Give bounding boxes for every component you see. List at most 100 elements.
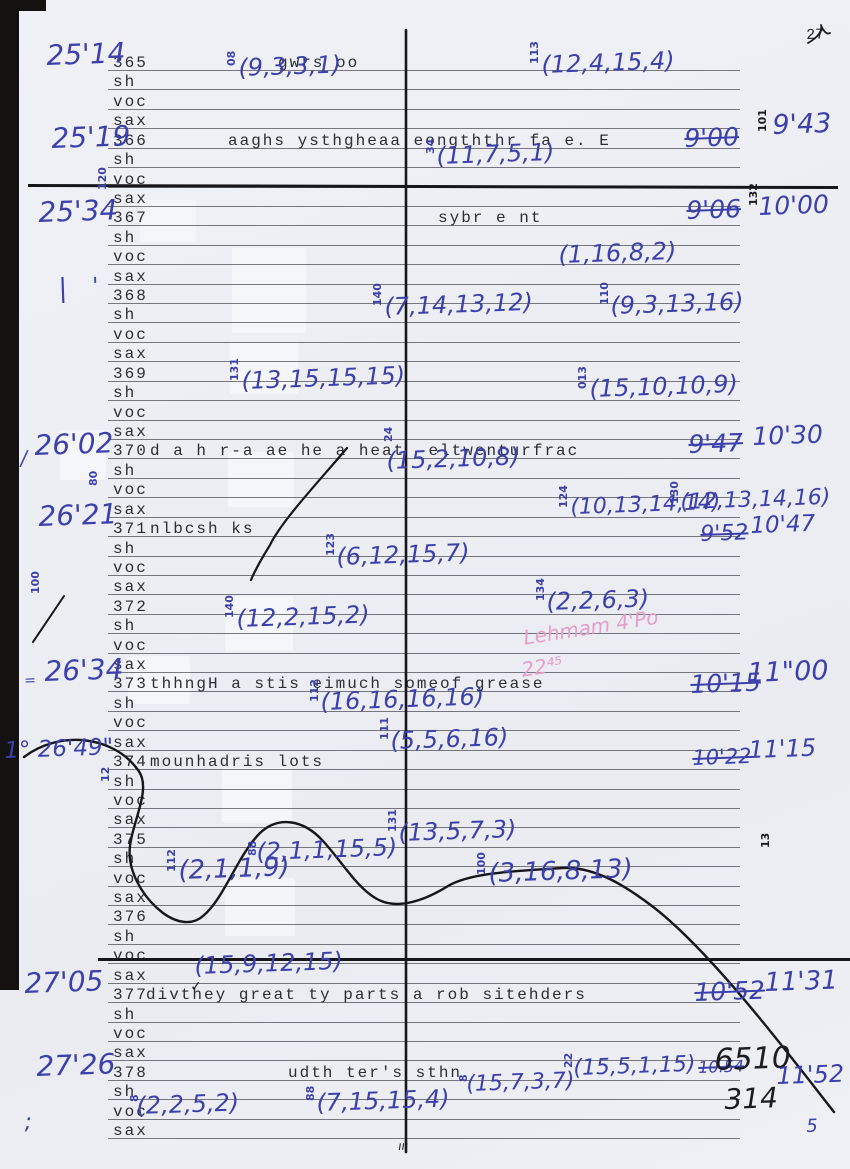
ann-counter: 88: [304, 1085, 317, 1101]
track-line: sh: [108, 226, 740, 247]
ann-counter: 88: [246, 840, 259, 856]
track-line: sax: [108, 342, 740, 364]
ann-time-right-old: 9'00: [683, 122, 740, 153]
ann-counter: 140: [371, 283, 384, 306]
ann-time-right-new: 9'43: [771, 107, 832, 141]
track-label: sax: [113, 500, 148, 519]
ann-counter: 8: [128, 1094, 141, 1102]
ann-mark: =: [23, 672, 37, 689]
record-line: 366 aaghs ysthgheaa eongththr fa e. E: [108, 129, 740, 150]
ann-pink-note: 22⁴⁵: [519, 651, 565, 682]
track-label: sax: [113, 1122, 148, 1141]
ann-mark: ııı: [397, 1138, 409, 1153]
record-title: sybr e nt: [438, 209, 543, 228]
ann-counter: 111: [378, 717, 391, 740]
record-number: 367: [113, 209, 148, 228]
ann-counter: 100: [475, 852, 488, 875]
track-label: voc: [113, 481, 148, 500]
track-line: sax: [108, 109, 740, 131]
ann-time-right-old: 9'47: [687, 428, 744, 459]
ann-tuple: (13,15,15,15): [240, 361, 406, 395]
track-line: voc: [108, 711, 740, 732]
ann-counter: 013: [576, 366, 589, 389]
ann-tuple: (7,15,15,4): [315, 1084, 451, 1117]
track-line: sh: [108, 148, 740, 170]
track-label: sh: [113, 461, 137, 480]
ann-time-left: 1° 26'49": [3, 734, 114, 764]
track-line: sh: [108, 381, 740, 403]
ann-time-right-old: 9'06: [685, 194, 742, 225]
ann-tuple: (3,16,8,13): [487, 853, 634, 889]
record-line: 372: [108, 595, 740, 616]
ann-time-left: 25'14: [45, 36, 126, 72]
track-line: sax: [108, 420, 740, 441]
track-label: sax: [113, 112, 148, 131]
ann-counter: 101: [756, 109, 769, 132]
track-line: sh: [108, 459, 740, 480]
ann-time-right-new: 11'15: [747, 733, 817, 764]
ann-tuple: (15,2,10,8): [385, 442, 521, 475]
record-number: 369: [113, 364, 148, 383]
record-title: gwrs oo: [278, 54, 360, 72]
record-number: 370: [113, 442, 148, 461]
ann-time-right-new: 11'31: [763, 965, 839, 998]
track-label: voc: [113, 636, 148, 655]
track-label: sh: [113, 73, 137, 92]
ann-counter: 34: [424, 138, 437, 154]
ann-tuple: (13,5,7,3): [397, 814, 517, 847]
record-number: 371: [113, 520, 148, 539]
record-line: 369: [108, 362, 740, 383]
ann-mark: ✓: [189, 978, 203, 995]
record-number: 365: [113, 54, 148, 72]
ann-time-left: 26'21: [37, 497, 118, 533]
record-number: 366: [113, 131, 148, 150]
record-line: 365 gwrs oo: [108, 51, 740, 72]
ann-counter: 131: [386, 809, 399, 832]
ann-tuple: (9,3,13,16): [609, 287, 745, 320]
ann-counter: 112: [165, 849, 178, 872]
ann-mark: ;: [23, 1109, 33, 1135]
ann-tuple: (12,13,14,16): [679, 484, 831, 515]
ann-counter: 113: [528, 41, 541, 64]
record-title: thhngH a stis eimuch someof grease: [150, 675, 545, 694]
track-label: sax: [113, 345, 148, 364]
ann-time-right-new: 10'30: [751, 419, 824, 451]
ann-time-left: 25'34: [37, 193, 118, 229]
record-number: 368: [113, 287, 148, 306]
track-label: sh: [113, 306, 137, 325]
track-label: voc: [113, 248, 148, 267]
ann-tuple: (12,4,15,4): [540, 46, 676, 79]
track-label: sh: [113, 694, 137, 713]
track-line: voc: [108, 556, 740, 577]
ann-time-left: 27'26: [35, 1047, 116, 1083]
ann-time-left: 27'05: [23, 964, 104, 1000]
ann-tuple: (15,5,1,15): [572, 1051, 696, 1081]
track-label: sax: [113, 422, 148, 441]
ann-tuple: (2,1,1,15,5): [255, 833, 398, 866]
ann-time-left: 26'34: [43, 652, 124, 688]
ann-tuple: (6,12,15,7): [335, 538, 471, 571]
ann-counter: 80: [87, 470, 100, 486]
track-line: sax: [108, 575, 740, 596]
track-label: voc: [113, 558, 148, 577]
track-label: sax: [113, 267, 148, 286]
track-label: sh: [113, 384, 137, 403]
track-label: voc: [113, 403, 148, 422]
ann-counter: 22: [562, 1052, 575, 1068]
ann-counter: 112: [308, 679, 321, 702]
tape-patch: [225, 596, 293, 651]
ann-tuple: (16,16,16,16): [319, 682, 485, 716]
ann-tuple: (7,14,13,12): [383, 287, 534, 321]
track-label: sh: [113, 151, 137, 170]
track-line: sax: [108, 265, 740, 286]
track-line: voc: [108, 478, 740, 500]
track-line: sh: [108, 692, 740, 713]
track-line: voc: [108, 401, 740, 422]
ann-mark: /: [19, 445, 28, 470]
record-number: 372: [113, 597, 148, 616]
ann-counter: 124: [557, 485, 570, 508]
ann-mark: ': [91, 273, 99, 299]
ann-page-number: 27: [805, 26, 825, 44]
track-line: voc: [108, 90, 740, 111]
record-title: nlbcsh ks: [150, 520, 255, 539]
